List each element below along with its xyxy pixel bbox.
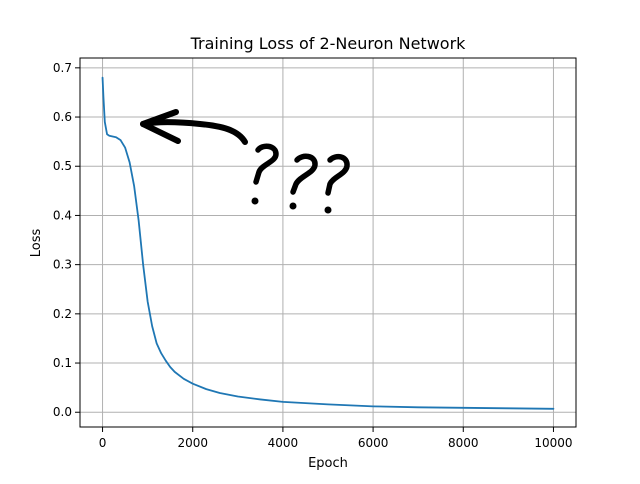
- question-dot-2: [289, 202, 297, 210]
- grid-lines: [80, 58, 576, 427]
- x-tick-label: 2000: [177, 436, 208, 450]
- y-axis-label: Loss: [29, 229, 44, 258]
- x-tick-label: 0: [99, 436, 107, 450]
- x-tick-label: 10000: [534, 436, 572, 450]
- x-tick-label: 8000: [448, 436, 479, 450]
- question-marks: [251, 143, 350, 214]
- question-mark-1: [253, 143, 279, 185]
- y-tick-label: 0.2: [53, 307, 72, 321]
- y-axis-ticks: 0.0 0.1 0.2 0.3 0.4 0.5 0.6 0.7: [53, 61, 80, 419]
- x-tick-label: 4000: [268, 436, 299, 450]
- x-axis-ticks: 0 2000 4000 6000 8000 10000: [99, 427, 573, 450]
- plot-frame: [79, 57, 577, 428]
- x-axis-label: Epoch: [308, 456, 348, 471]
- hand-drawn-arrow: [140, 109, 248, 145]
- question-dot-1: [251, 197, 259, 205]
- loss-series-line: [101, 76, 555, 410]
- y-tick-label: 0.6: [53, 110, 72, 124]
- question-mark-2: [290, 153, 318, 195]
- y-tick-label: 0.0: [53, 405, 72, 419]
- x-tick-label: 6000: [358, 436, 389, 450]
- question-dot-3: [324, 206, 332, 214]
- arrow-head: [140, 109, 181, 144]
- question-mark-3: [325, 153, 350, 196]
- arrow-shaft: [140, 119, 248, 145]
- y-tick-label: 0.4: [53, 208, 72, 222]
- y-tick-label: 0.3: [53, 258, 72, 272]
- chart-title: Training Loss of 2-Neuron Network: [190, 34, 467, 53]
- y-tick-label: 0.1: [53, 356, 72, 370]
- y-tick-label: 0.7: [53, 61, 72, 75]
- y-tick-label: 0.5: [53, 159, 72, 173]
- handwritten-annotation: [140, 109, 350, 214]
- series-layer: [101, 76, 555, 410]
